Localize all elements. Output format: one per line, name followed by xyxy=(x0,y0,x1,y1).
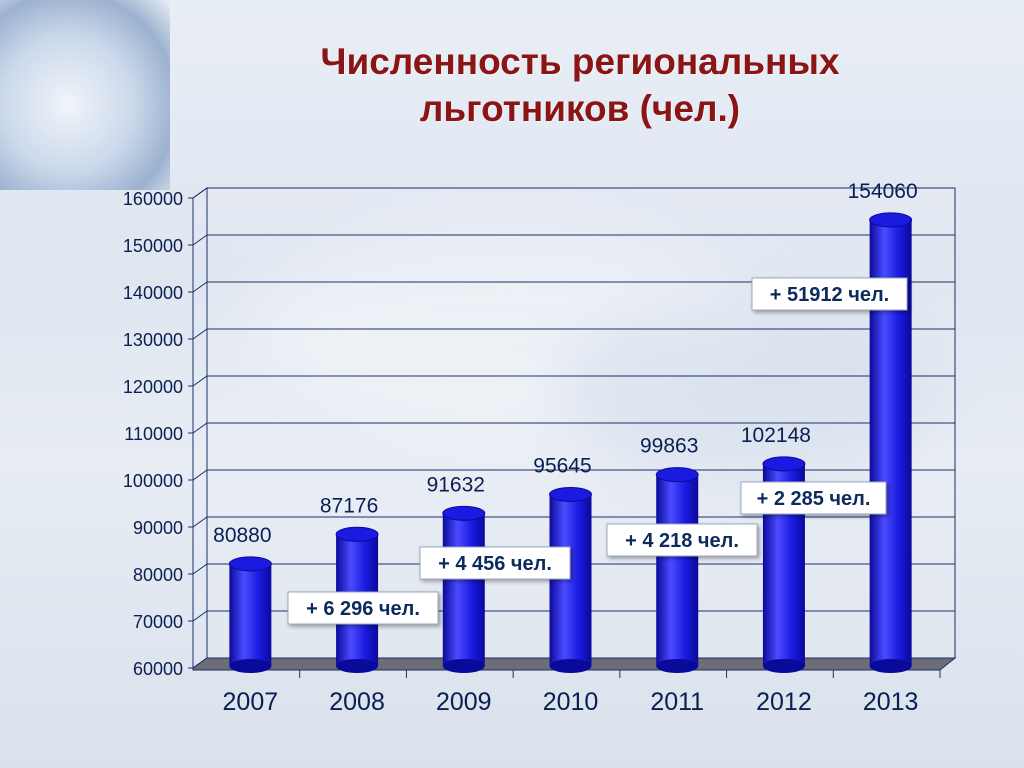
gridline xyxy=(192,281,955,293)
bar xyxy=(549,486,592,673)
annotation-callout: + 4 218 чел. xyxy=(606,523,758,557)
bar-bottom xyxy=(229,659,272,673)
y-tick-label: 120000 xyxy=(123,377,183,397)
gridline xyxy=(192,187,955,199)
data-label: 95645 xyxy=(533,454,591,477)
bar-top xyxy=(228,556,272,572)
annotation-callout: + 4 456 чел. xyxy=(419,546,571,580)
gridline xyxy=(192,610,955,622)
gridline xyxy=(192,328,955,340)
callout-box xyxy=(287,591,439,625)
x-tick-label: 2010 xyxy=(543,688,599,716)
y-tick-label: 160000 xyxy=(123,189,183,209)
bar-bottom xyxy=(442,659,485,673)
data-label: 91632 xyxy=(427,473,485,496)
callout-box xyxy=(751,277,908,311)
bar-top xyxy=(869,212,913,228)
gridline xyxy=(192,469,955,481)
bar-top xyxy=(655,467,699,483)
data-label: 80880 xyxy=(213,524,271,547)
callout-text: + 4 456 чел. xyxy=(438,553,552,575)
data-label: 87176 xyxy=(320,494,378,517)
y-tick-label: 110000 xyxy=(124,424,183,444)
x-tick-label: 2009 xyxy=(436,688,492,716)
callout-text: + 2 285 чел. xyxy=(757,488,871,510)
y-tick-label: 100000 xyxy=(123,471,183,491)
bar-body xyxy=(656,474,699,666)
gridline xyxy=(192,422,955,434)
gridline xyxy=(192,516,955,528)
bar-top xyxy=(442,505,486,521)
bar-body xyxy=(549,494,592,666)
callout-text: + 4 218 чел. xyxy=(625,530,739,552)
bar-bottom xyxy=(762,659,805,673)
bar-bottom xyxy=(869,659,912,673)
annotation-callout: + 6 296 чел. xyxy=(287,591,439,625)
callout-box xyxy=(740,481,887,515)
gridline xyxy=(192,563,955,575)
annotation-callout: + 51912 чел. xyxy=(751,277,908,311)
y-tick-label: 140000 xyxy=(123,283,183,303)
y-tick-label: 90000 xyxy=(133,518,183,538)
bar xyxy=(228,556,272,673)
bar-bottom xyxy=(549,659,592,673)
bar-top xyxy=(549,486,592,502)
y-tick-label: 70000 xyxy=(133,612,183,632)
callout-text: + 6 296 чел. xyxy=(306,598,420,620)
y-tick-label: 150000 xyxy=(123,236,183,256)
bar-top xyxy=(762,456,806,472)
bar xyxy=(655,467,699,673)
x-tick-label: 2012 xyxy=(756,688,812,716)
y-tick-label: 80000 xyxy=(133,565,183,585)
gridline xyxy=(192,375,955,387)
x-tick-label: 2011 xyxy=(650,688,704,716)
callout-text: + 51912 чел. xyxy=(770,284,889,306)
gridline xyxy=(192,234,955,246)
x-tick-label: 2013 xyxy=(863,688,919,716)
x-tick-label: 2008 xyxy=(329,688,385,716)
annotation-callout: + 2 285 чел. xyxy=(740,481,887,515)
page-title: Численность региональных льготников (чел… xyxy=(200,38,960,132)
data-label: 102148 xyxy=(741,424,811,447)
x-tick-label: 2007 xyxy=(223,688,279,716)
bar xyxy=(442,505,486,673)
bar-body xyxy=(442,513,485,666)
header-photo xyxy=(0,0,170,190)
title-line-2: льготников (чел.) xyxy=(419,88,741,129)
y-tick-label: 130000 xyxy=(123,330,183,350)
bar-body xyxy=(229,563,272,666)
data-label: 154060 xyxy=(848,180,918,203)
bar-top xyxy=(335,526,379,542)
y-tick-label: 60000 xyxy=(133,659,183,679)
bar-bottom xyxy=(336,659,379,673)
callout-box xyxy=(419,546,571,580)
title-line-1: Численность региональных xyxy=(320,41,840,82)
callout-box xyxy=(606,523,758,557)
data-label: 99863 xyxy=(640,435,698,458)
bar-bottom xyxy=(656,659,699,673)
